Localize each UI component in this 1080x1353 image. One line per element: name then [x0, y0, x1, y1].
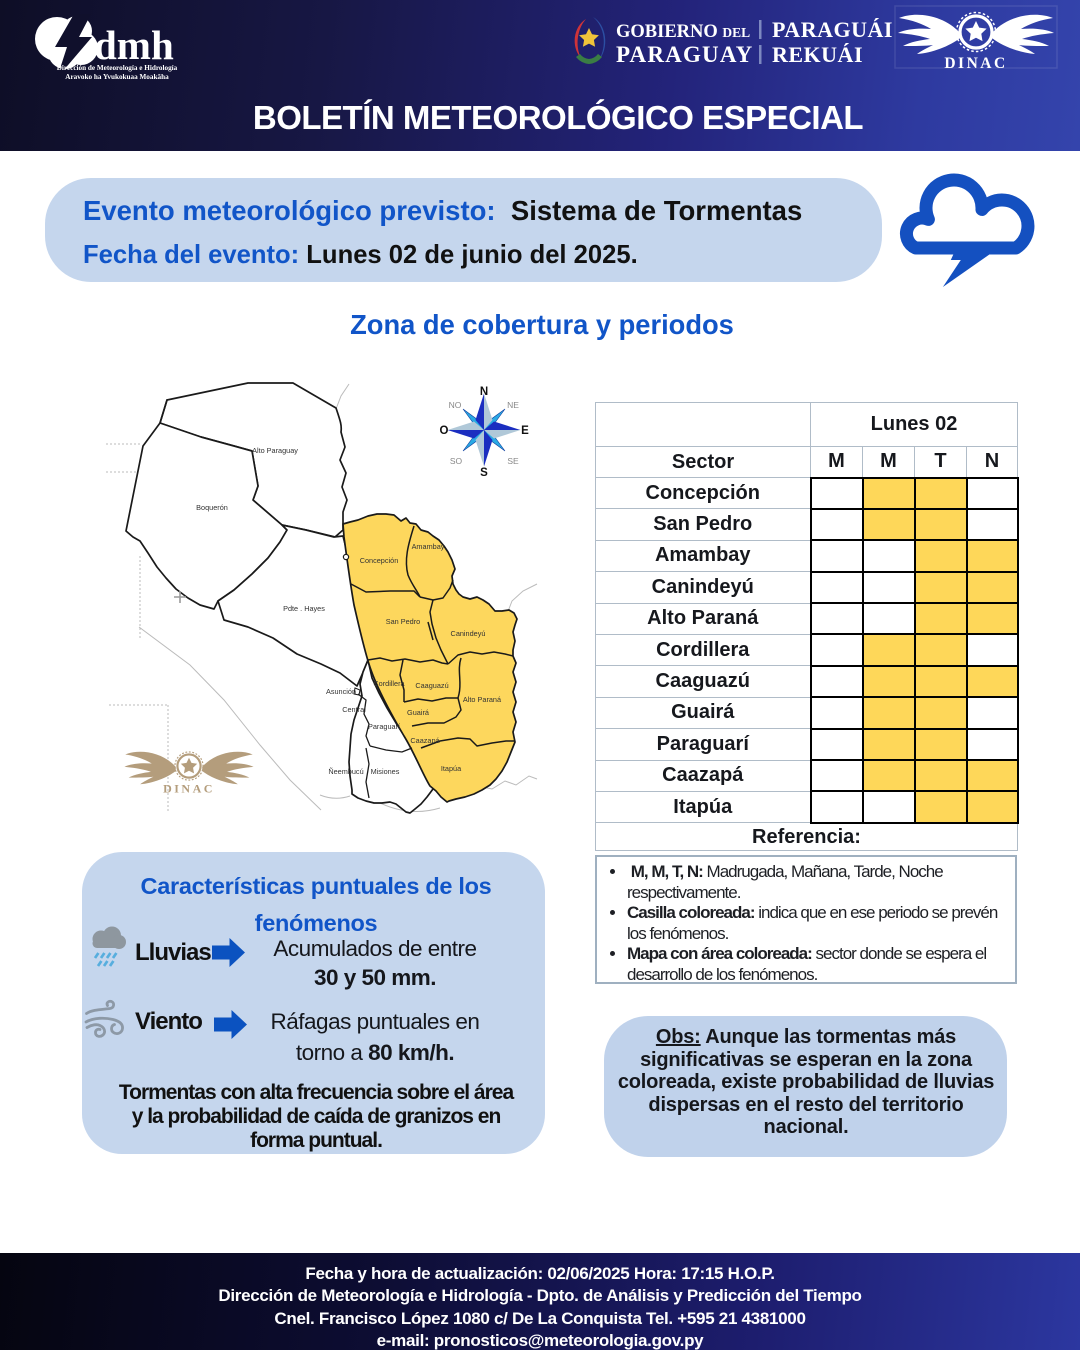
svg-text:Misiones: Misiones: [371, 767, 400, 776]
svg-text:Caaguazú: Caaguazú: [415, 681, 448, 690]
svg-text:NO: NO: [449, 400, 462, 410]
svg-text:DINAC: DINAC: [163, 782, 215, 795]
svg-text:Amambay: Amambay: [412, 542, 445, 551]
svg-text:Dirección de Meteorología e Hi: Dirección de Meteorología e Hidrología: [57, 64, 178, 72]
svg-text:Concepción: Concepción: [360, 556, 399, 565]
svg-text:N: N: [480, 386, 488, 398]
svg-text:O: O: [440, 425, 449, 437]
svg-text:Paraguarí: Paraguarí: [368, 722, 400, 731]
svg-text:Itapúa: Itapúa: [441, 764, 462, 773]
svg-text:Pdte . Hayes: Pdte . Hayes: [283, 604, 325, 613]
svg-text:REKUÁI: REKUÁI: [772, 42, 863, 67]
svg-text:SE: SE: [507, 456, 519, 466]
svg-text:Ñeembucú: Ñeembucú: [328, 767, 363, 776]
svg-text:NE: NE: [507, 400, 519, 410]
svg-text:S: S: [480, 467, 488, 479]
svg-text:SO: SO: [450, 456, 463, 466]
svg-text:Caazapá: Caazapá: [410, 736, 440, 745]
svg-text:Central: Central: [342, 705, 366, 714]
svg-text:PARAGUÁI: PARAGUÁI: [772, 17, 893, 42]
svg-text:Alto Paraná: Alto Paraná: [463, 695, 502, 704]
svg-text:Cordillera: Cordillera: [373, 679, 405, 688]
svg-text:Asunción: Asunción: [326, 687, 356, 696]
svg-text:GOBIERNO DEL: GOBIERNO DEL: [616, 22, 750, 42]
svg-text:Canindeyú: Canindeyú: [451, 629, 486, 638]
svg-text:DINAC: DINAC: [944, 55, 1007, 71]
svg-text:Boquerón: Boquerón: [196, 503, 228, 512]
svg-text:dmh: dmh: [94, 22, 174, 68]
svg-text:San Pedro: San Pedro: [386, 617, 420, 626]
svg-text:Aravoko ha Yvukokuaa Moakãha: Aravoko ha Yvukokuaa Moakãha: [65, 73, 169, 81]
svg-text:Alto Paraguay: Alto Paraguay: [252, 446, 298, 455]
svg-text:E: E: [521, 425, 529, 437]
svg-text:Guairá: Guairá: [407, 708, 430, 717]
svg-text:PARAGUAY: PARAGUAY: [616, 42, 753, 67]
